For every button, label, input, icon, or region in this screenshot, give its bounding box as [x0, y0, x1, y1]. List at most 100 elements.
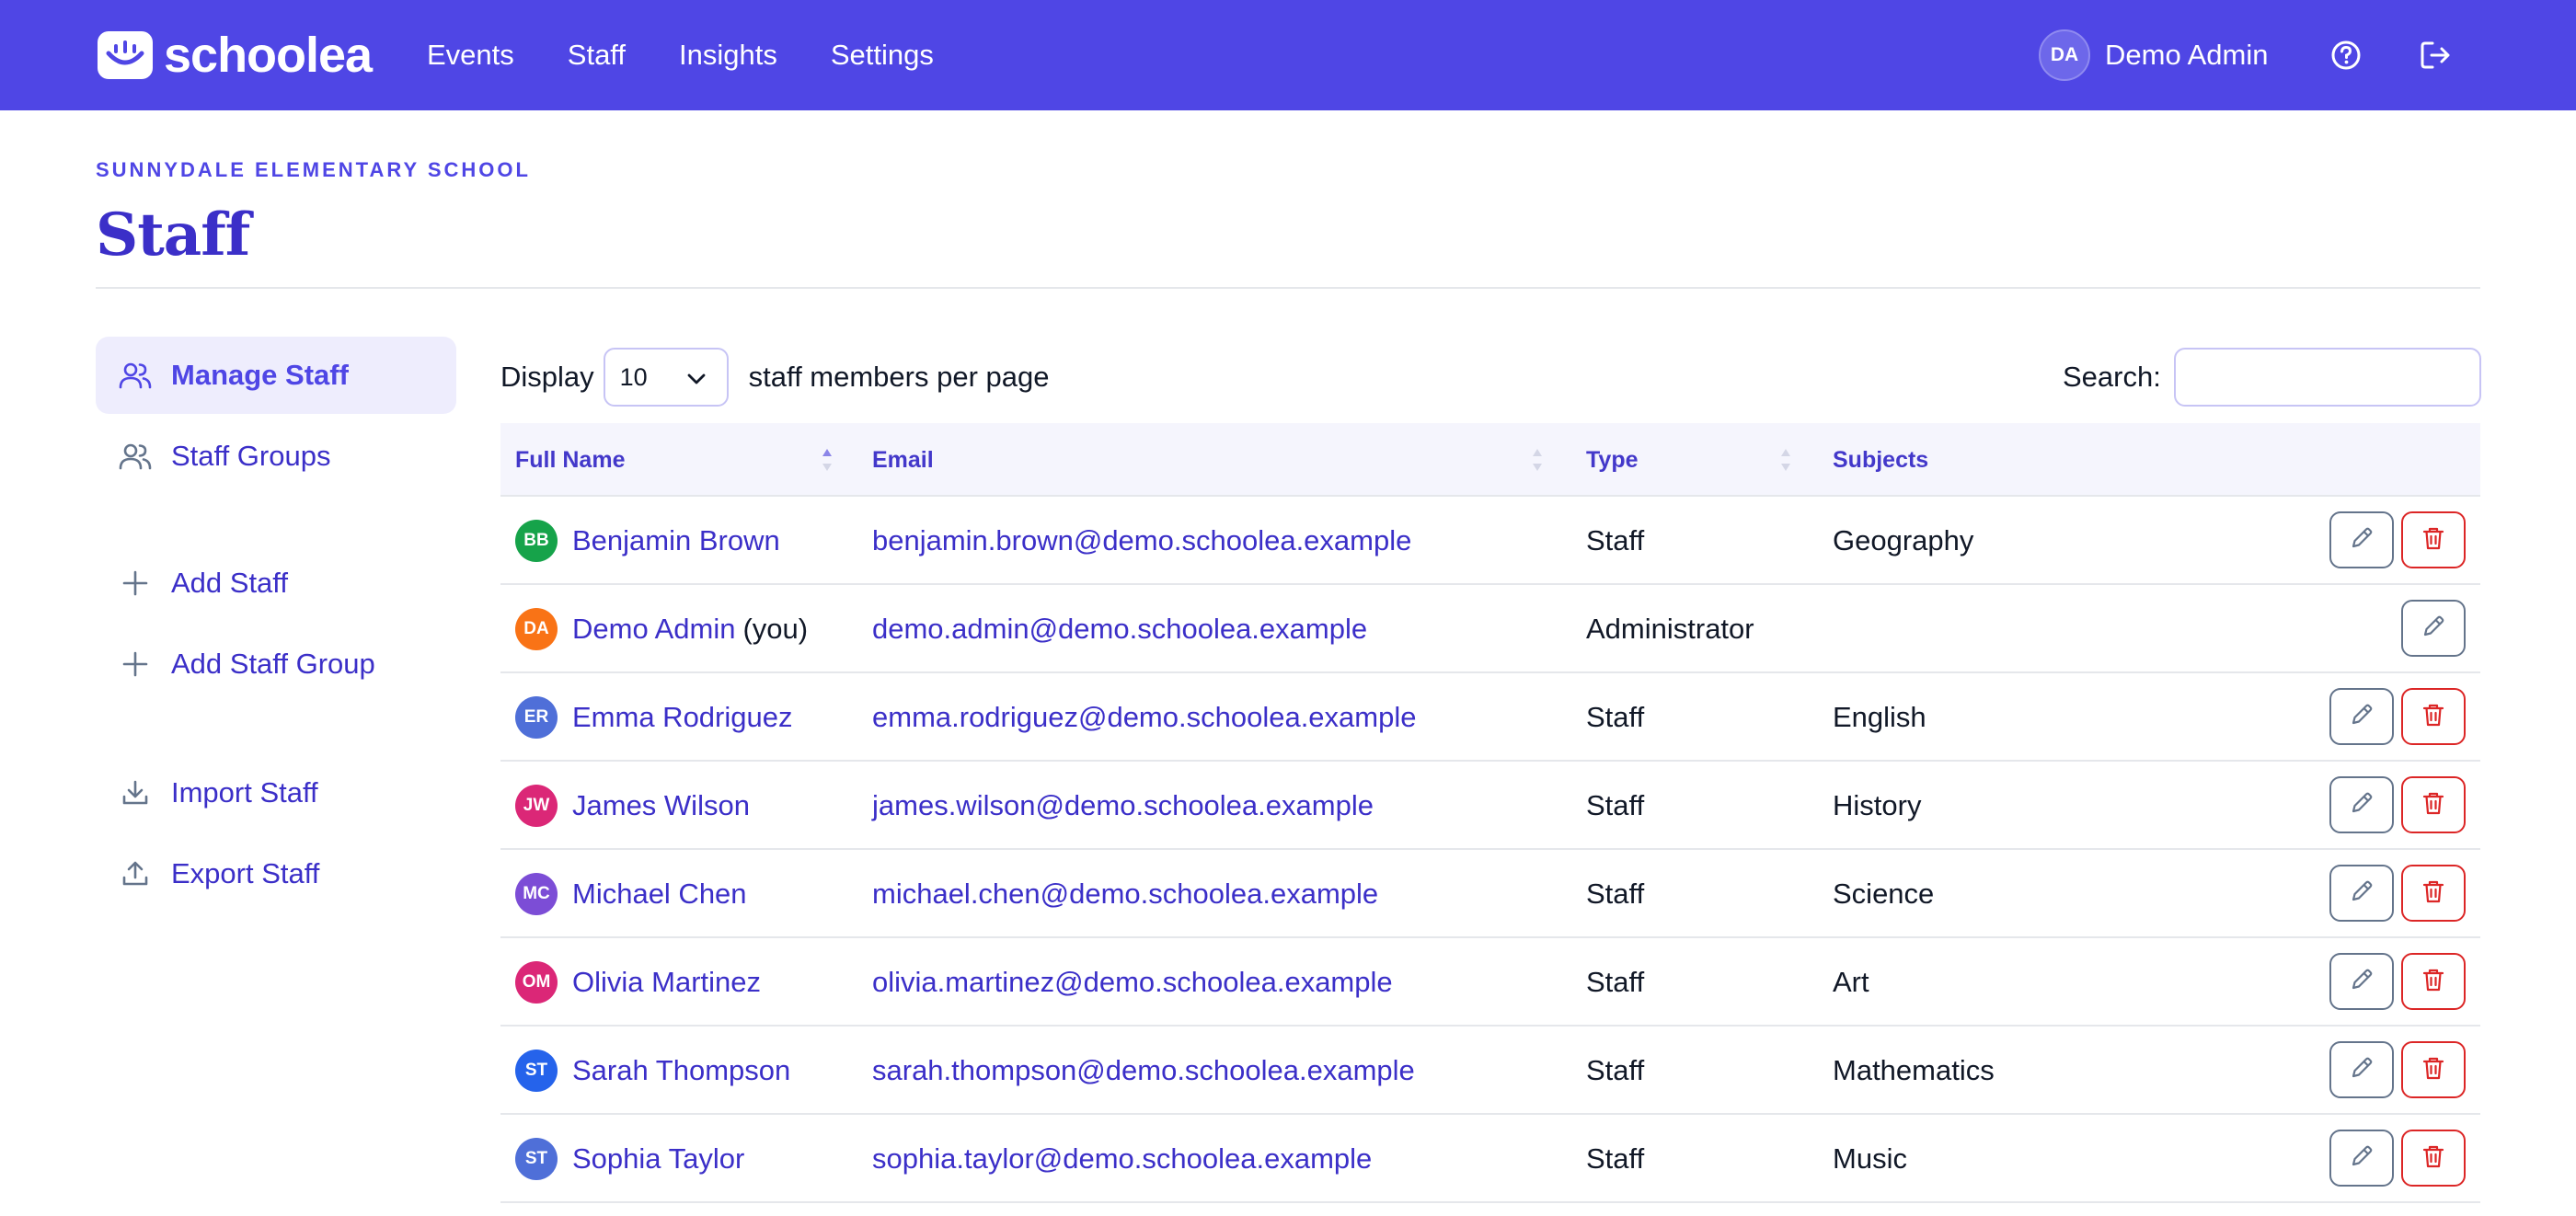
row-actions — [2329, 1041, 2466, 1098]
delete-button[interactable] — [2401, 953, 2466, 1010]
row-actions — [2401, 600, 2466, 657]
main-nav: Events Staff Insights Settings — [427, 0, 934, 110]
delete-button[interactable] — [2401, 865, 2466, 922]
pencil-icon — [2420, 613, 2447, 645]
sidebar-item-manage-staff[interactable]: Manage Staff — [96, 337, 456, 414]
edit-button[interactable] — [2329, 953, 2394, 1010]
staff-name-link[interactable]: Benjamin Brown — [572, 524, 780, 556]
row-actions — [2329, 1130, 2466, 1187]
edit-button[interactable] — [2329, 1041, 2394, 1098]
edit-button[interactable] — [2329, 1130, 2394, 1187]
brand-logo[interactable]: schoolea — [98, 28, 373, 83]
pencil-icon — [2348, 1054, 2375, 1086]
nav-settings[interactable]: Settings — [830, 39, 934, 71]
delete-button[interactable] — [2401, 776, 2466, 833]
sort-icon[interactable] — [1779, 445, 1792, 475]
type-cell: Staff — [1586, 1054, 1645, 1086]
name-cell: DA Demo Admin (you) — [515, 585, 808, 673]
trash-icon — [2420, 966, 2447, 998]
name-cell: OM Olivia Martinez — [515, 938, 761, 1027]
pencil-icon — [2348, 789, 2375, 821]
email-link[interactable]: james.wilson@demo.schoolea.example — [872, 789, 1374, 821]
logo-icon — [98, 31, 153, 79]
sidebar-item-export-staff[interactable]: Export Staff — [96, 835, 456, 912]
type-cell: Staff — [1586, 789, 1645, 821]
table-row: ST Sophia Taylor sophia.taylor@demo.school… — [500, 1115, 2480, 1203]
sidebar-item-add-staff[interactable]: Add Staff — [96, 545, 456, 622]
table-row: MC Michael Chen michael.chen@demo.schoolea… — [500, 850, 2480, 938]
email-link[interactable]: demo.admin@demo.schoolea.example — [872, 613, 1368, 645]
sidebar-item-label: Add Staff Group — [171, 648, 375, 680]
table-row: ER Emma Rodriguez emma.rodriguez@demo.scho… — [500, 673, 2480, 762]
sort-icon[interactable] — [1531, 445, 1544, 475]
email-link[interactable]: benjamin.brown@demo.schoolea.example — [872, 524, 1412, 556]
avatar: BB — [515, 520, 558, 562]
delete-button[interactable] — [2401, 1130, 2466, 1187]
subjects-cell: Science — [1833, 878, 1935, 910]
nav-events[interactable]: Events — [427, 39, 514, 71]
table-header: Full Name Email Type Subjects — [500, 423, 2480, 497]
trash-icon — [2420, 1142, 2447, 1175]
column-header-subjects: Subjects — [1833, 446, 1929, 473]
help-icon[interactable] — [2326, 35, 2366, 75]
edit-button[interactable] — [2329, 511, 2394, 568]
email-link[interactable]: olivia.martinez@demo.schoolea.example — [872, 966, 1393, 998]
column-header-email[interactable]: Email — [872, 446, 934, 473]
type-cell: Staff — [1586, 524, 1645, 556]
page-size-select[interactable]: 10 — [603, 348, 729, 407]
delete-button[interactable] — [2401, 688, 2466, 745]
email-link[interactable]: michael.chen@demo.schoolea.example — [872, 878, 1379, 910]
nav-insights[interactable]: Insights — [678, 39, 777, 71]
sidebar-item-staff-groups[interactable]: Staff Groups — [96, 418, 456, 495]
header-divider — [96, 287, 2480, 289]
sidebar-item-label: Manage Staff — [171, 359, 349, 391]
sidebar-item-add-staff-group[interactable]: Add Staff Group — [96, 625, 456, 703]
edit-button[interactable] — [2401, 600, 2466, 657]
edit-button[interactable] — [2329, 776, 2394, 833]
sidebar-item-label: Export Staff — [171, 857, 320, 889]
avatar: JW — [515, 785, 558, 827]
staff-name-link[interactable]: Emma Rodriguez — [572, 701, 793, 733]
edit-button[interactable] — [2329, 865, 2394, 922]
avatar: DA — [515, 608, 558, 650]
school-name: SUNNYDALE ELEMENTARY SCHOOL — [96, 158, 531, 181]
subjects-cell: Music — [1833, 1142, 1907, 1175]
staff-name-link[interactable]: Olivia Martinez — [572, 966, 761, 998]
staff-name-link[interactable]: Demo Admin — [572, 613, 736, 645]
column-header-type[interactable]: Type — [1586, 446, 1639, 473]
nav-staff[interactable]: Staff — [567, 39, 626, 71]
avatar: ST — [515, 1050, 558, 1092]
row-actions — [2329, 776, 2466, 833]
staff-name-link[interactable]: Sarah Thompson — [572, 1054, 791, 1086]
staff-name-link[interactable]: Sophia Taylor — [572, 1142, 745, 1175]
sort-icon[interactable] — [821, 445, 834, 475]
type-cell: Administrator — [1586, 613, 1754, 645]
staff-name-link[interactable]: James Wilson — [572, 789, 750, 821]
email-link[interactable]: emma.rodriguez@demo.schoolea.example — [872, 701, 1417, 733]
sidebar-item-import-staff[interactable]: Import Staff — [96, 754, 456, 832]
row-actions — [2329, 688, 2466, 745]
type-cell: Staff — [1586, 1142, 1645, 1175]
pencil-icon — [2348, 1142, 2375, 1175]
sidebar-item-label: Staff Groups — [171, 440, 331, 472]
staff-name-link[interactable]: Michael Chen — [572, 878, 747, 910]
delete-button[interactable] — [2401, 1041, 2466, 1098]
per-page-label: staff members per page — [748, 361, 1050, 393]
delete-button[interactable] — [2401, 511, 2466, 568]
plus-icon — [118, 647, 153, 682]
type-cell: Staff — [1586, 966, 1645, 998]
name-cell: MC Michael Chen — [515, 850, 747, 938]
email-link[interactable]: sophia.taylor@demo.schoolea.example — [872, 1142, 1373, 1175]
table-row: BB Benjamin Brown benjamin.brown@demo.scho… — [500, 497, 2480, 585]
column-header-full-name[interactable]: Full Name — [515, 446, 626, 473]
edit-button[interactable] — [2329, 688, 2394, 745]
logout-icon[interactable] — [2416, 35, 2456, 75]
trash-icon — [2420, 878, 2447, 910]
type-cell: Staff — [1586, 878, 1645, 910]
email-link[interactable]: sarah.thompson@demo.schoolea.example — [872, 1054, 1415, 1086]
pencil-icon — [2348, 878, 2375, 910]
user-menu[interactable]: DA Demo Admin — [2039, 29, 2268, 82]
page-title: Staff — [96, 201, 250, 270]
subjects-cell: Art — [1833, 966, 1869, 998]
search-input[interactable] — [2173, 348, 2481, 407]
